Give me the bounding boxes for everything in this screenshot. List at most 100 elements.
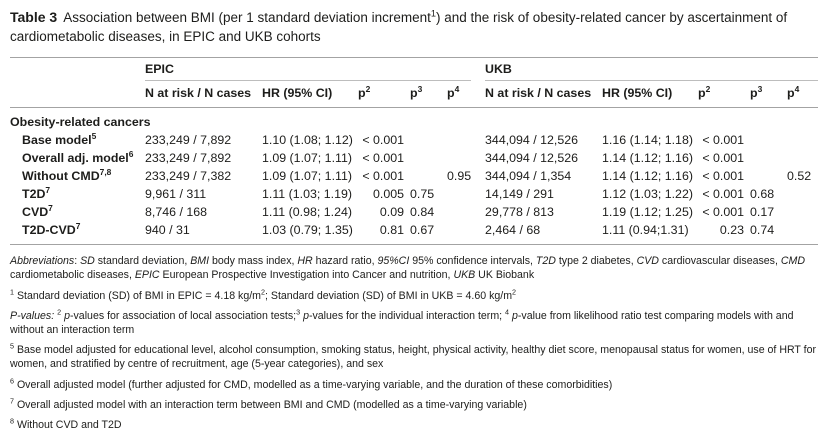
ukb-n-cell: 344,094 / 1,354 bbox=[485, 169, 572, 184]
footnote-8-without-cvd-t2d: 8 Without CVD and T2D bbox=[10, 416, 122, 431]
footnote-p-values: P-values: 2 p-values for association of … bbox=[10, 307, 794, 336]
ukb-p4-cell bbox=[787, 203, 818, 221]
row-label: T2D7 bbox=[22, 185, 51, 202]
ukb-p4-cell bbox=[787, 131, 818, 149]
epic-p4-cell bbox=[447, 149, 485, 167]
ukb-hr-cell: 1.19 (1.12; 1.25) bbox=[602, 205, 693, 220]
ukb-p3-cell bbox=[750, 149, 787, 167]
epic-p4-cell bbox=[447, 221, 485, 245]
ukb-hr-cell: 1.16 (1.14; 1.18) bbox=[602, 133, 693, 148]
ukb-p2-cell: < 0.001 bbox=[702, 133, 745, 148]
section-header-row: Obesity-related cancers bbox=[10, 108, 818, 132]
results-table: EPIC UKB N at risk / N cases HR (95% CI)… bbox=[10, 57, 819, 246]
ukb-hr-cell: 1.11 (0.94;1.31) bbox=[602, 223, 689, 238]
footnote-7-interaction-term: 7 Overall adjusted model with an interac… bbox=[10, 396, 527, 411]
ukb-p3-cell: 0.68 bbox=[750, 187, 775, 202]
group-label-epic: EPIC bbox=[145, 58, 472, 82]
table-caption: Table 3 Association between BMI (per 1 s… bbox=[10, 8, 788, 44]
epic-n-cell: 233,249 / 7,892 bbox=[145, 133, 232, 148]
label-column-header bbox=[10, 81, 145, 109]
col-header-ukb-p3: p3 bbox=[750, 81, 788, 109]
epic-hr-cell: 1.11 (1.03; 1.19) bbox=[262, 187, 353, 202]
epic-n-cell: 233,249 / 7,382 bbox=[145, 169, 232, 184]
epic-p2-cell: < 0.001 bbox=[362, 151, 404, 166]
row-label: T2D-CVD7 bbox=[22, 221, 81, 238]
ukb-p3-cell: 0.74 bbox=[750, 223, 775, 238]
column-header-row: N at risk / N cases HR (95% CI) p2 p3 p4… bbox=[10, 81, 819, 109]
epic-p2-cell: < 0.001 bbox=[362, 133, 404, 148]
footnote-5-base-model: 5 Base model adjusted for educational le… bbox=[10, 341, 817, 371]
table-row-t2d-cvd: T2D-CVD7 940 / 31 1.03 (0.79; 1.35) 0.81… bbox=[10, 221, 818, 245]
epic-n-cell: 9,961 / 311 bbox=[145, 187, 207, 202]
col-header-ukb-n: N at risk / N cases bbox=[485, 81, 603, 109]
ukb-p2-cell: < 0.001 bbox=[702, 205, 745, 220]
table-row-cvd: CVD7 8,746 / 168 1.11 (0.98; 1.24) 0.09 … bbox=[10, 203, 818, 221]
ukb-n-cell: 344,094 / 12,526 bbox=[485, 133, 579, 148]
epic-n-cell: 233,249 / 7,892 bbox=[145, 151, 232, 166]
epic-p3-cell: 0.84 bbox=[410, 205, 435, 220]
row-label: CVD7 bbox=[22, 203, 53, 220]
col-header-epic-p4: p4 bbox=[447, 81, 486, 109]
epic-p3-cell bbox=[410, 149, 447, 167]
col-header-epic-p3: p3 bbox=[410, 81, 447, 109]
table-row-base-model: Base model5 233,249 / 7,892 1.10 (1.08; … bbox=[10, 131, 818, 149]
ukb-p3-cell: 0.17 bbox=[750, 205, 775, 220]
footnote-1-sd: 1 Standard deviation (SD) of BMI in EPIC… bbox=[10, 287, 517, 302]
row-label: Without CMD7,8 bbox=[22, 167, 112, 184]
col-header-epic-p2: p2 bbox=[358, 81, 410, 109]
epic-hr-cell: 1.03 (0.79; 1.35) bbox=[262, 223, 353, 238]
ukb-p4-cell bbox=[787, 149, 818, 167]
col-header-ukb-p4: p4 bbox=[787, 81, 819, 109]
ukb-p2-cell: 0.23 bbox=[719, 223, 745, 238]
footnote-6-overall-adjusted: 6 Overall adjusted model (further adjust… bbox=[10, 376, 613, 391]
col-header-epic-n: N at risk / N cases bbox=[145, 81, 262, 109]
col-header-ukb-hr: HR (95% CI) bbox=[602, 81, 699, 109]
ukb-p3-cell bbox=[750, 167, 787, 185]
label-column-spacer bbox=[10, 58, 145, 82]
ukb-hr-cell: 1.12 (1.03; 1.22) bbox=[602, 187, 693, 202]
epic-p2-cell: 0.005 bbox=[372, 187, 404, 202]
epic-hr-cell: 1.10 (1.08; 1.12) bbox=[262, 133, 353, 148]
epic-p4-cell: 0.95 bbox=[447, 169, 472, 184]
col-header-ukb-p2: p2 bbox=[698, 81, 751, 109]
ukb-p3-cell bbox=[750, 131, 787, 149]
ukb-n-cell: 14,149 / 291 bbox=[485, 187, 554, 202]
epic-n-cell: 8,746 / 168 bbox=[145, 205, 208, 220]
group-header-ukb: UKB bbox=[485, 58, 819, 82]
table-row-without-cmd: Without CMD7,8 233,249 / 7,382 1.09 (1.0… bbox=[10, 167, 818, 185]
ukb-p4-cell bbox=[787, 221, 818, 245]
epic-p3-cell: 0.67 bbox=[410, 223, 435, 238]
ukb-hr-cell: 1.14 (1.12; 1.16) bbox=[602, 151, 693, 166]
epic-hr-cell: 1.09 (1.07; 1.11) bbox=[262, 151, 353, 166]
epic-p4-cell bbox=[447, 185, 485, 203]
epic-p2-cell: 0.09 bbox=[379, 205, 404, 220]
epic-p4-cell bbox=[447, 203, 485, 221]
ukb-n-cell: 344,094 / 12,526 bbox=[485, 151, 579, 166]
epic-n-cell: 940 / 31 bbox=[145, 223, 190, 238]
epic-p3-cell: 0.75 bbox=[410, 187, 435, 202]
ukb-n-cell: 2,464 / 68 bbox=[485, 223, 541, 238]
table-row-overall-adj-model: Overall adj. model6 233,249 / 7,892 1.09… bbox=[10, 149, 818, 167]
ukb-p2-cell: < 0.001 bbox=[702, 151, 745, 166]
row-label: Base model5 bbox=[22, 131, 97, 148]
epic-p4-cell bbox=[447, 131, 485, 149]
ukb-n-cell: 29,778 / 813 bbox=[485, 205, 554, 220]
row-label: Overall adj. model6 bbox=[22, 149, 134, 166]
footnotes-block: Abbreviations: SD standard deviation, BM… bbox=[10, 254, 818, 432]
group-header-epic: EPIC bbox=[145, 58, 485, 82]
footnote-abbreviations: Abbreviations: SD standard deviation, BM… bbox=[10, 255, 805, 282]
cohort-group-row: EPIC UKB bbox=[10, 58, 819, 82]
epic-p3-cell bbox=[410, 131, 447, 149]
ukb-p4-cell: 0.52 bbox=[787, 169, 812, 184]
group-label-ukb: UKB bbox=[485, 58, 819, 82]
table-row-t2d: T2D7 9,961 / 311 1.11 (1.03; 1.19) 0.005… bbox=[10, 185, 818, 203]
ukb-p2-cell: < 0.001 bbox=[702, 187, 745, 202]
col-header-epic-hr: HR (95% CI) bbox=[262, 81, 358, 109]
epic-hr-cell: 1.11 (0.98; 1.24) bbox=[262, 205, 353, 220]
ukb-p4-cell bbox=[787, 185, 818, 203]
epic-p2-cell: 0.81 bbox=[379, 223, 404, 238]
section-header: Obesity-related cancers bbox=[10, 115, 151, 130]
ukb-hr-cell: 1.14 (1.12; 1.16) bbox=[602, 169, 693, 184]
epic-p3-cell bbox=[410, 167, 447, 185]
